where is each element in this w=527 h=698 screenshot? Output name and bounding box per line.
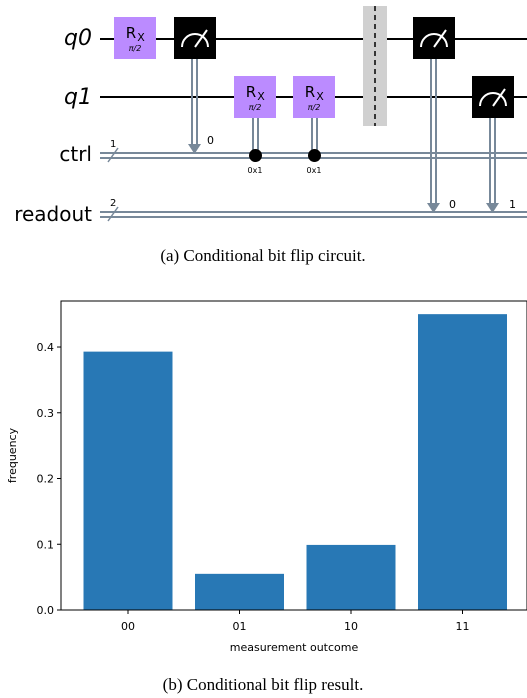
meter-arc-icon bbox=[420, 33, 448, 48]
condition-label: 0x1 bbox=[248, 166, 263, 175]
y-ticks: 0.0 0.1 0.2 0.3 0.4 bbox=[37, 341, 61, 617]
measure-q1-to-readout: 1 bbox=[472, 76, 516, 213]
barrier bbox=[363, 6, 387, 126]
caption-b: (b) Conditional bit flip result. bbox=[163, 675, 364, 694]
measure-target-label: 0 bbox=[449, 198, 456, 211]
y-tick-label: 0.1 bbox=[37, 538, 55, 551]
bar-00 bbox=[83, 351, 173, 610]
ctrl-size-label: 1 bbox=[110, 139, 116, 150]
y-tick-label: 0.3 bbox=[37, 407, 55, 420]
rx-gate-label: R bbox=[246, 83, 256, 101]
rx-gate-label: R bbox=[126, 24, 136, 42]
conditional-rx-gate-2: 0x1 R X π/2 bbox=[293, 76, 335, 175]
chart-bars bbox=[83, 314, 507, 610]
x-axis-label: measurement outcome bbox=[230, 641, 359, 654]
quantum-circuit: q0 q1 ctrl readout 1 2 R X π/2 bbox=[14, 6, 527, 265]
rx-gate-q0: R X π/2 bbox=[114, 17, 156, 59]
classical-wire-readout bbox=[100, 211, 527, 218]
meter-arc-icon bbox=[181, 33, 209, 48]
chart-axes bbox=[60, 300, 527, 611]
bar-10 bbox=[306, 544, 396, 610]
caption-a: (a) Conditional bit flip circuit. bbox=[160, 246, 365, 265]
rx-gate-label: R bbox=[305, 83, 315, 101]
wire-label-readout: readout bbox=[14, 202, 92, 226]
y-tick-label: 0.0 bbox=[37, 604, 55, 617]
readout-size-slash bbox=[107, 206, 119, 222]
bar-chart: 0.0 0.1 0.2 0.3 0.4 00 01 10 11 measurement out… bbox=[6, 300, 527, 654]
ctrl-size-slash bbox=[107, 147, 119, 163]
x-ticks: 00 01 10 11 bbox=[121, 610, 470, 633]
bar-11 bbox=[418, 314, 507, 610]
wire-label-ctrl: ctrl bbox=[59, 142, 92, 166]
measure-target-label: 0 bbox=[207, 134, 214, 147]
rx-gate-param: π/2 bbox=[129, 44, 142, 53]
readout-size-label: 2 bbox=[110, 198, 116, 209]
condition-label: 0x1 bbox=[307, 166, 322, 175]
x-tick-label: 00 bbox=[121, 620, 135, 633]
meter-arc-icon bbox=[479, 92, 507, 107]
condition-dot bbox=[249, 149, 262, 162]
bar-01 bbox=[195, 573, 284, 610]
x-tick-label: 10 bbox=[344, 620, 358, 633]
conditional-rx-gate-1: 0x1 R X π/2 bbox=[234, 76, 276, 175]
axes-frame bbox=[60, 300, 527, 611]
x-tick-label: 01 bbox=[233, 620, 247, 633]
y-axis-label: frequency bbox=[6, 427, 19, 483]
rx-gate-subscript: X bbox=[257, 90, 265, 103]
rx-gate-subscript: X bbox=[316, 90, 324, 103]
rx-gate-param: π/2 bbox=[308, 103, 321, 112]
rx-gate-param: π/2 bbox=[249, 103, 262, 112]
measure-q0-to-ctrl: 0 bbox=[174, 17, 216, 154]
rx-gate-subscript: X bbox=[137, 31, 145, 44]
measure-q0-to-readout: 0 bbox=[413, 17, 456, 213]
measure-target-label: 1 bbox=[509, 198, 516, 211]
x-tick-label: 11 bbox=[456, 620, 470, 633]
wire-label-q0: q0 bbox=[64, 26, 92, 51]
wire-label-q1: q1 bbox=[64, 85, 92, 110]
y-tick-label: 0.2 bbox=[37, 473, 55, 486]
y-tick-label: 0.4 bbox=[37, 341, 55, 354]
condition-dot bbox=[308, 149, 321, 162]
